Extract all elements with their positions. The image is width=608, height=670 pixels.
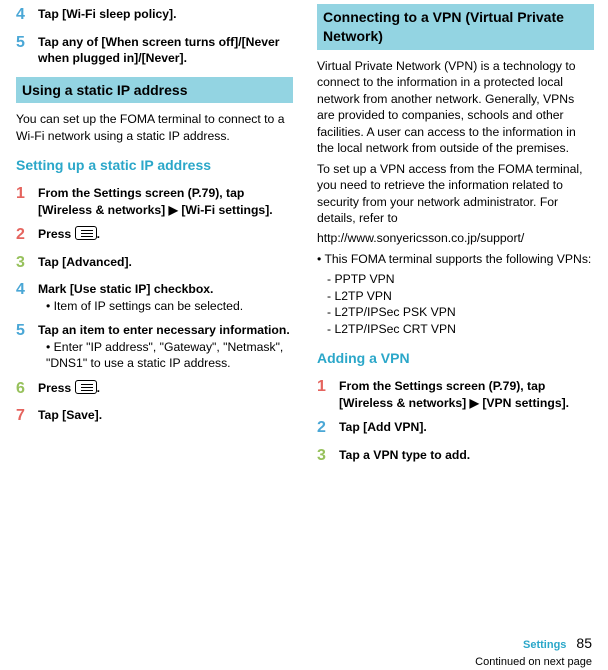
step-text: From the Settings screen (P.79), tap [Wi… (339, 376, 594, 411)
static-step-4: 4 Mark [Use static IP] checkbox. • Item … (16, 279, 293, 314)
right-column: Connecting to a VPN (Virtual Private Net… (305, 4, 594, 630)
step-number: 2 (317, 417, 339, 439)
step-5: 5 Tap any of [When screen turns off]/[Ne… (16, 32, 293, 67)
heading-vpn: Connecting to a VPN (Virtual Private Net… (317, 4, 594, 50)
vpn-type-item: L2TP VPN (327, 288, 594, 304)
bullet-text: This FOMA terminal supports the followin… (324, 252, 591, 266)
static-step-1: 1 From the Settings screen (P.79), tap [… (16, 183, 293, 218)
arrow-icon: ▶ (169, 203, 178, 217)
footer-page-number: 85 (576, 634, 592, 653)
static-step-7: 7 Tap [Save]. (16, 405, 293, 427)
footer-row: Settings 85 (16, 634, 592, 653)
step-note: • Item of IP settings can be selected. (38, 298, 293, 314)
step-number: 5 (16, 320, 38, 371)
text-b: [Wi-Fi settings]. (178, 203, 273, 217)
static-step-5: 5 Tap an item to enter necessary informa… (16, 320, 293, 371)
step-text: Tap a VPN type to add. (339, 445, 594, 467)
step-body: Tap an item to enter necessary informati… (38, 320, 293, 371)
step-text: Tap [Wi-Fi sleep policy]. (38, 4, 293, 26)
step-text: Tap an item to enter necessary informati… (38, 322, 293, 338)
step-number: 4 (16, 279, 38, 314)
text-b: . (97, 381, 100, 395)
footer-section: Settings (523, 638, 566, 653)
note-text: Enter "IP address", "Gateway", "Netmask"… (46, 340, 283, 370)
step-text: From the Settings screen (P.79), tap [Wi… (38, 183, 293, 218)
step-number: 1 (16, 183, 38, 218)
menu-key-icon (75, 380, 97, 394)
step-text: Press . (38, 224, 293, 246)
static-step-3: 3 Tap [Advanced]. (16, 252, 293, 274)
para-vpn-intro1: Virtual Private Network (VPN) is a techn… (317, 58, 594, 157)
vpn-type-list: PPTP VPN L2TP VPN L2TP/IPSec PSK VPN L2T… (327, 271, 594, 337)
menu-key-icon (75, 226, 97, 240)
step-text: Press . (38, 378, 293, 400)
vpn-type-item: PPTP VPN (327, 271, 594, 287)
step-text: Tap [Advanced]. (38, 252, 293, 274)
arrow-icon: ▶ (470, 396, 479, 410)
step-number: 3 (16, 252, 38, 274)
text-a: Press (38, 227, 75, 241)
vpn-type-item: L2TP/IPSec CRT VPN (327, 321, 594, 337)
step-note: • Enter "IP address", "Gateway", "Netmas… (38, 339, 293, 372)
step-number: 7 (16, 405, 38, 427)
step-number: 5 (16, 32, 38, 67)
addvpn-step-1: 1 From the Settings screen (P.79), tap [… (317, 376, 594, 411)
subheading-setup-static: Setting up a static IP address (16, 156, 293, 175)
step-text: Tap [Save]. (38, 405, 293, 427)
step-number: 6 (16, 378, 38, 400)
left-column: 4 Tap [Wi-Fi sleep policy]. 5 Tap any of… (16, 4, 305, 630)
text-b: . (97, 227, 100, 241)
step-text: Tap any of [When screen turns off]/[Neve… (38, 32, 293, 67)
addvpn-step-3: 3 Tap a VPN type to add. (317, 445, 594, 467)
step-number: 2 (16, 224, 38, 246)
addvpn-step-2: 2 Tap [Add VPN]. (317, 417, 594, 439)
step-4: 4 Tap [Wi-Fi sleep policy]. (16, 4, 293, 26)
step-body: Mark [Use static IP] checkbox. • Item of… (38, 279, 293, 314)
para-static-intro: You can set up the FOMA terminal to conn… (16, 111, 293, 144)
step-number: 3 (317, 445, 339, 467)
footer: Settings 85 Continued on next page (0, 634, 608, 670)
page: 4 Tap [Wi-Fi sleep policy]. 5 Tap any of… (0, 0, 608, 630)
note-text: Item of IP settings can be selected. (54, 299, 243, 313)
heading-static-ip: Using a static IP address (16, 77, 293, 104)
static-step-6: 6 Press . (16, 378, 293, 400)
static-step-2: 2 Press . (16, 224, 293, 246)
step-text: Tap [Add VPN]. (339, 417, 594, 439)
support-url: http://www.sonyericsson.co.jp/support/ (317, 230, 594, 246)
vpn-supports-bullet: • This FOMA terminal supports the follow… (317, 251, 594, 267)
text-b: [VPN settings]. (479, 396, 569, 410)
step-number: 1 (317, 376, 339, 411)
step-number: 4 (16, 4, 38, 26)
vpn-type-item: L2TP/IPSec PSK VPN (327, 304, 594, 320)
para-vpn-intro2: To set up a VPN access from the FOMA ter… (317, 161, 594, 227)
subheading-adding-vpn: Adding a VPN (317, 349, 594, 368)
step-text: Mark [Use static IP] checkbox. (38, 281, 293, 297)
footer-continued: Continued on next page (16, 655, 592, 670)
text-a: Press (38, 381, 75, 395)
